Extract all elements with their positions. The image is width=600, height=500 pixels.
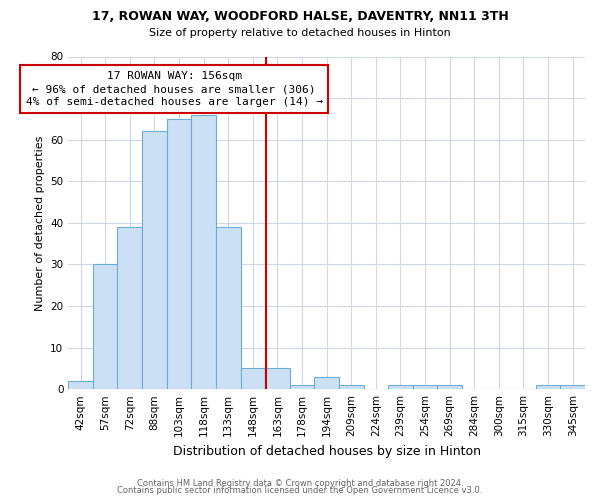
Bar [93, 264, 118, 389]
Text: 17, ROWAN WAY, WOODFORD HALSE, DAVENTRY, NN11 3TH: 17, ROWAN WAY, WOODFORD HALSE, DAVENTRY,… [92, 10, 508, 23]
Bar [68, 381, 93, 389]
Bar [413, 385, 437, 389]
Y-axis label: Number of detached properties: Number of detached properties [35, 135, 45, 310]
Bar [216, 227, 241, 389]
Bar [191, 114, 216, 389]
Bar [314, 376, 339, 389]
Bar [241, 368, 265, 389]
Bar [339, 385, 364, 389]
Bar [265, 368, 290, 389]
Bar [560, 385, 585, 389]
Bar [290, 385, 314, 389]
Text: Size of property relative to detached houses in Hinton: Size of property relative to detached ho… [149, 28, 451, 38]
Text: Contains public sector information licensed under the Open Government Licence v3: Contains public sector information licen… [118, 486, 482, 495]
Bar [437, 385, 462, 389]
Text: 17 ROWAN WAY: 156sqm
← 96% of detached houses are smaller (306)
4% of semi-detac: 17 ROWAN WAY: 156sqm ← 96% of detached h… [26, 71, 323, 108]
Bar [536, 385, 560, 389]
Bar [388, 385, 413, 389]
Bar [167, 119, 191, 389]
Bar [118, 227, 142, 389]
Text: Contains HM Land Registry data © Crown copyright and database right 2024.: Contains HM Land Registry data © Crown c… [137, 478, 463, 488]
Bar [142, 132, 167, 389]
X-axis label: Distribution of detached houses by size in Hinton: Distribution of detached houses by size … [173, 444, 481, 458]
